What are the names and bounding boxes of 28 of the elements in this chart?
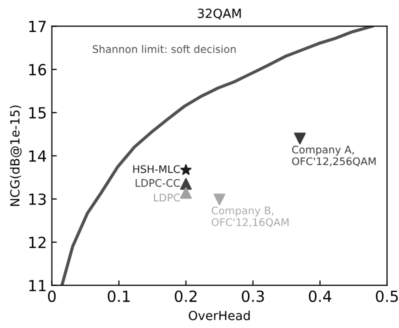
chart-title: 32QAM — [198, 8, 241, 20]
point — [180, 187, 192, 199]
text: Shannon limit: soft decision — [92, 44, 236, 54]
series-label: LDPC-CC — [136, 179, 180, 187]
point — [180, 164, 192, 175]
y-tick-label: 15 — [29, 107, 46, 119]
series-label: HSH-MLC — [133, 165, 180, 174]
x-tick-label: 0.5 — [376, 290, 398, 302]
y-tick-label: 14 — [29, 150, 46, 162]
point — [294, 132, 306, 144]
line-series — [60, 26, 374, 286]
y-axis-title: NCG(dB@1e-15) — [10, 106, 22, 206]
x-tick-label: 0 — [48, 290, 56, 302]
y-tick-label: 17 — [29, 20, 46, 32]
x-tick-label: 0.3 — [242, 290, 264, 302]
series-label: Company B, OFC'12,16QAM — [212, 206, 289, 228]
series-label: Company A, OFC'12,256QAM — [292, 146, 376, 166]
y-tick-label: 16 — [29, 64, 46, 76]
y-tick-label: 13 — [29, 193, 46, 206]
point — [214, 194, 226, 206]
x-tick-label: 0.1 — [108, 290, 130, 302]
y-tick-label: 11 — [29, 280, 46, 292]
series-label: LDPC — [154, 194, 180, 202]
y-tick-label: 12 — [29, 236, 46, 248]
x-axis-title: OverHead — [188, 310, 250, 320]
point — [180, 178, 192, 190]
x-tick-label: 0.2 — [174, 290, 197, 302]
x-tick-label: 0.4 — [308, 290, 332, 302]
